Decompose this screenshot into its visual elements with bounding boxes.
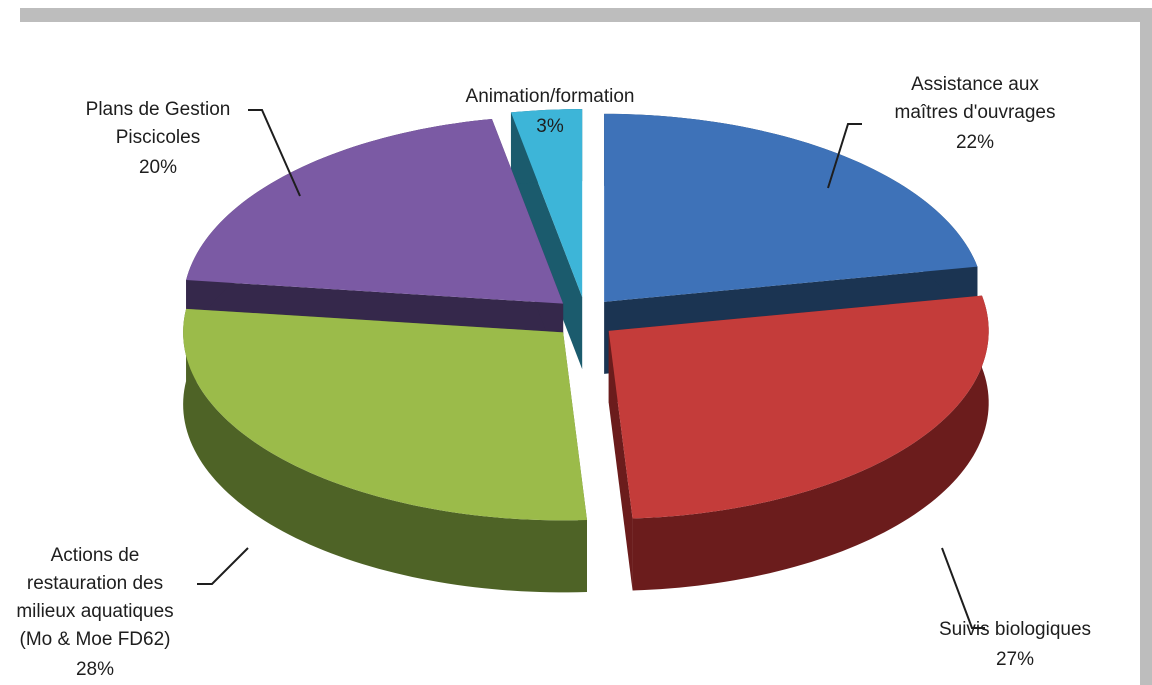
frame-top [20, 8, 1152, 22]
slice-side [632, 295, 989, 591]
slice [510, 109, 583, 370]
slice [608, 295, 989, 591]
slice-label: Assistance aux [911, 74, 1039, 95]
slice-value-label: 22% [956, 132, 994, 153]
slice [183, 308, 587, 593]
leader-line [248, 109, 301, 197]
leader-line [197, 547, 249, 585]
slice-value-label: 20% [139, 157, 177, 178]
leader-line [827, 123, 862, 189]
slice-value-label: 3% [536, 116, 564, 137]
slice-top [183, 308, 587, 521]
slice-wall [608, 330, 633, 591]
slice-top [608, 295, 989, 519]
slice-label: Actions de [51, 545, 140, 566]
slice-value-label: 27% [996, 649, 1034, 670]
slice-label: Plans de Gestion [86, 99, 231, 120]
slice-label: Suivis biologiques [939, 619, 1091, 640]
slice-side [183, 308, 587, 593]
slice-label: Piscicoles [116, 127, 200, 148]
slice-value-label: 28% [76, 659, 114, 680]
slice-label: restauration des [27, 573, 163, 594]
slice-top [186, 118, 564, 304]
slice-label: (Mo & Moe FD62) [20, 629, 171, 650]
slice-label: milieux aquatiques [16, 601, 173, 622]
slice-top [510, 109, 583, 298]
leader-line [941, 547, 985, 629]
frame-right [1140, 8, 1152, 685]
slice-label: maîtres d'ouvrages [895, 102, 1056, 123]
slice-label: Animation/formation [466, 86, 635, 107]
slice-top [604, 113, 978, 302]
